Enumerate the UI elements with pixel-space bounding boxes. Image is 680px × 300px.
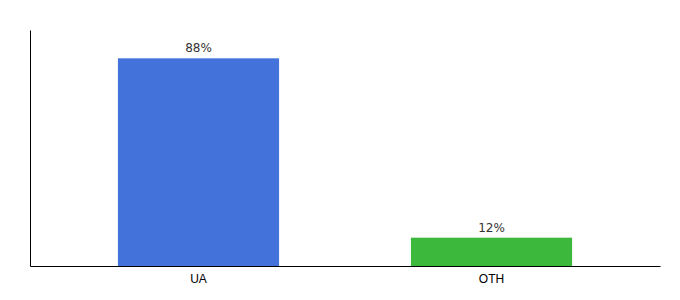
x-axis: UA OTH (31, 267, 661, 287)
x-tick: UA (190, 272, 207, 286)
data-label: 12% (478, 221, 505, 235)
y-axis-line (30, 31, 31, 267)
bar (411, 238, 572, 266)
x-axis-line (31, 266, 661, 267)
x-tick-label: OTH (479, 272, 504, 286)
chart: UA OTH 88% 12% (0, 0, 680, 300)
bars (118, 58, 572, 266)
plot: UA OTH 88% 12% (31, 31, 661, 287)
data-label: 88% (185, 41, 212, 55)
data-labels: 88% 12% (185, 41, 505, 234)
x-tick: OTH (479, 272, 504, 286)
bar (118, 58, 279, 266)
x-tick-label: UA (190, 272, 207, 286)
y-axis (30, 31, 31, 267)
